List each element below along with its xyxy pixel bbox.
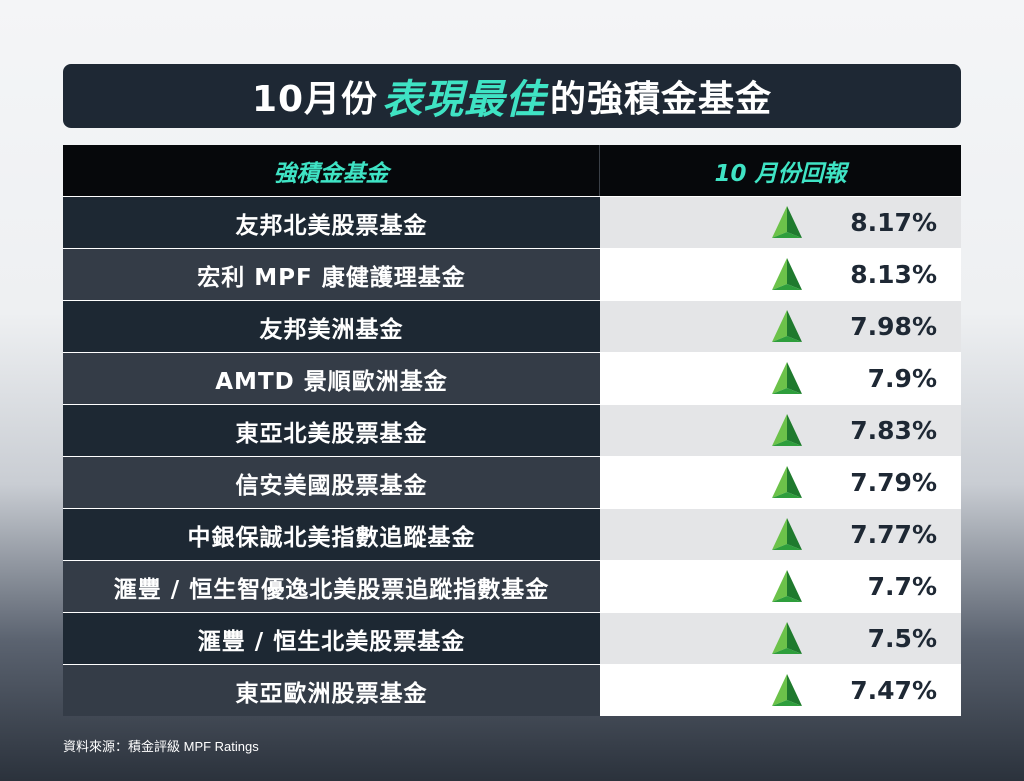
return-value: 7.83% (850, 416, 937, 445)
table-row: 東亞歐洲股票基金 7.47% (63, 664, 961, 716)
table-header: 強積金基金 10 月份回報 (63, 145, 961, 196)
return-value: 7.77% (850, 520, 937, 549)
table-row: 宏利 MPF 康健護理基金 8.13% (63, 248, 961, 300)
return-cell: 7.98% (600, 301, 961, 352)
title-prefix: 10月份 (251, 79, 379, 120)
return-cell: 8.13% (600, 249, 961, 300)
up-arrow-icon (772, 674, 802, 706)
return-cell: 7.9% (600, 353, 961, 404)
source-note: 資料來源：積金評級 MPF Ratings (63, 739, 259, 754)
column-header-fund: 強積金基金 (63, 145, 600, 196)
return-value: 7.79% (850, 468, 937, 497)
table-row: 東亞北美股票基金 7.83% (63, 404, 961, 456)
table-row: 中銀保誠北美指數追蹤基金 7.77% (63, 508, 961, 560)
return-cell: 7.77% (600, 509, 961, 560)
up-arrow-icon (772, 414, 802, 446)
up-arrow-icon (772, 570, 802, 602)
return-value: 7.7% (867, 572, 937, 601)
page-title: 10月份 表現最佳 的強積金基金 (63, 64, 961, 128)
up-arrow-icon (772, 258, 802, 290)
fund-name-cell: 東亞北美股票基金 (63, 405, 600, 456)
return-value: 7.5% (867, 624, 937, 653)
fund-name-cell: 友邦北美股票基金 (63, 197, 600, 248)
return-value: 8.13% (850, 260, 937, 289)
return-cell: 7.5% (600, 613, 961, 664)
title-highlight: 表現最佳 (382, 77, 547, 123)
fund-name-cell: 中銀保誠北美指數追蹤基金 (63, 509, 600, 560)
fund-name-cell: 信安美國股票基金 (63, 457, 600, 508)
up-arrow-icon (772, 466, 802, 498)
return-value: 7.9% (867, 364, 937, 393)
return-cell: 7.7% (600, 561, 961, 612)
table-body: 友邦北美股票基金 8.17% 宏利 MPF 康健護理基金 8.13% 友邦美洲基金 7.9… (63, 196, 961, 716)
up-arrow-icon (772, 310, 802, 342)
fund-returns-table: 強積金基金 10 月份回報 友邦北美股票基金 8.17% 宏利 MPF 康健護理基金… (63, 145, 961, 716)
table-row: 友邦美洲基金 7.98% (63, 300, 961, 352)
return-cell: 7.47% (600, 665, 961, 716)
column-header-return: 10 月份回報 (714, 160, 847, 187)
table-row: 滙豐 / 恒生智優逸北美股票追蹤指數基金 7.7% (63, 560, 961, 612)
fund-name-cell: 東亞歐洲股票基金 (63, 665, 600, 716)
fund-name-cell: 宏利 MPF 康健護理基金 (63, 249, 600, 300)
table-row: 滙豐 / 恒生北美股票基金 7.5% (63, 612, 961, 664)
table-row: AMTD 景順歐洲基金 7.9% (63, 352, 961, 404)
return-value: 7.47% (850, 676, 937, 705)
title-suffix: 的強積金基金 (550, 79, 773, 120)
return-value: 7.98% (850, 312, 937, 341)
up-arrow-icon (772, 362, 802, 394)
up-arrow-icon (772, 206, 802, 238)
fund-name-cell: 滙豐 / 恒生智優逸北美股票追蹤指數基金 (63, 561, 600, 612)
fund-name-cell: 滙豐 / 恒生北美股票基金 (63, 613, 600, 664)
up-arrow-icon (772, 518, 802, 550)
return-cell: 8.17% (600, 197, 961, 248)
fund-name-cell: AMTD 景順歐洲基金 (63, 353, 600, 404)
table-row: 友邦北美股票基金 8.17% (63, 196, 961, 248)
up-arrow-icon (772, 622, 802, 654)
fund-name-cell: 友邦美洲基金 (63, 301, 600, 352)
table-row: 信安美國股票基金 7.79% (63, 456, 961, 508)
return-value: 8.17% (850, 208, 937, 237)
return-cell: 7.83% (600, 405, 961, 456)
return-cell: 7.79% (600, 457, 961, 508)
